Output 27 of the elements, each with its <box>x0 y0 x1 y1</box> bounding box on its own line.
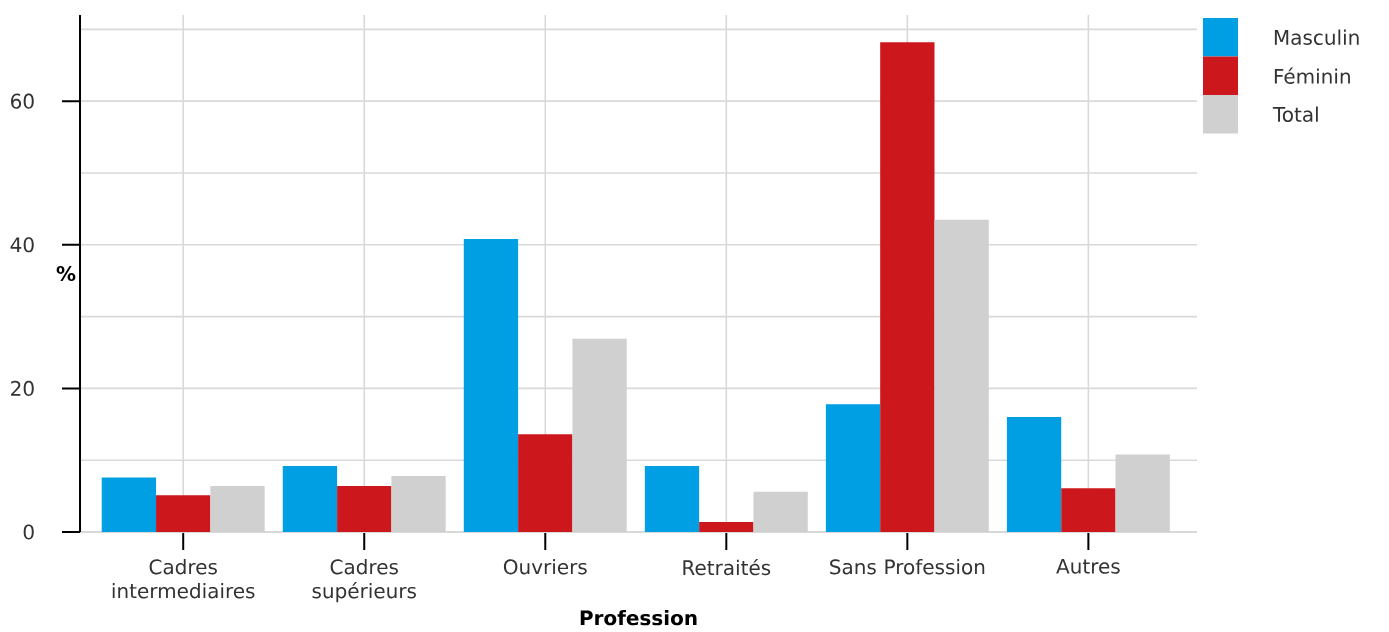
bar <box>880 42 935 532</box>
bar <box>644 465 700 532</box>
bar <box>337 486 392 532</box>
x-tick-label: Retraités <box>683 558 771 576</box>
bar <box>463 239 519 532</box>
y-tick-label: 60 <box>11 93 34 109</box>
legend-label: Masculin <box>1274 29 1359 45</box>
x-tick-label: Ouvriers <box>503 558 587 575</box>
legend-label: Féminin <box>1274 67 1350 84</box>
bar <box>282 465 338 532</box>
y-tick-label: 0 <box>23 524 34 540</box>
bar <box>156 495 211 532</box>
y-tick-label: 20 <box>11 380 34 396</box>
bar <box>825 404 881 532</box>
x-axis-title: Profession <box>580 609 697 626</box>
x-tick-label: Cadres supérieurs <box>312 558 416 603</box>
x-tick-label: Cadres intermediaires <box>112 558 255 599</box>
bar <box>1006 417 1062 532</box>
bar <box>699 521 754 532</box>
y-tick-label: 40 <box>10 237 34 253</box>
x-tick-label: Sans Profession <box>830 558 985 575</box>
bar <box>101 477 157 532</box>
legend-label: Total <box>1272 106 1318 122</box>
bar <box>518 434 573 532</box>
y-axis-title: % <box>56 265 76 282</box>
x-tick-label: Autres <box>1056 558 1120 574</box>
bar <box>1061 488 1116 532</box>
